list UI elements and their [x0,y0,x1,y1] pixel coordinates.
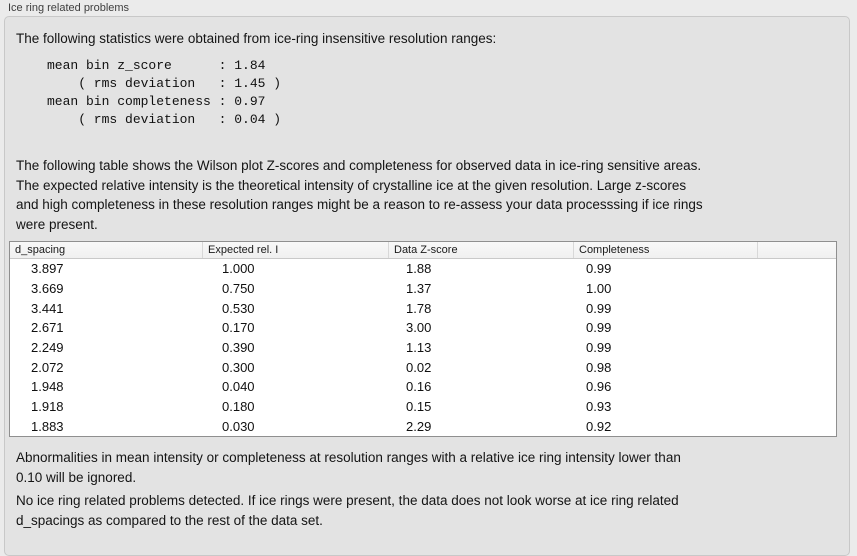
table-cell: 0.16 [406,379,432,395]
table-cell: 0.750 [222,281,255,296]
table-cell: 3.441 [31,300,64,316]
table-row[interactable]: 3.441 0.530 1.78 0.99 [10,298,836,318]
table-row[interactable]: 3.669 0.750 1.37 1.00 [10,279,836,299]
intro-text: The following statistics were obtained f… [16,31,497,46]
conclusion-text: No ice ring related problems detected. I… [16,493,679,528]
table-cell: 0.99 [586,340,612,356]
table-cell: 1.00 [586,281,612,296]
table-header: d_spacing Expected rel. I Data Z-score Comp… [10,242,836,259]
statistics-block: mean bin z_score : 1.84 ( rms deviation … [47,58,282,127]
table-row[interactable]: 1.883 0.030 2.29 0.92 [10,416,836,436]
ignore-note-text: Abnormalities in mean intensity or compl… [16,450,681,485]
table-cell: 1.13 [406,340,432,356]
panel-title: Ice ring related problems [8,2,130,14]
table-cell: 1.88 [406,261,432,277]
ice-ring-table: d_spacing Expected rel. I Data Z-score Comp… [9,241,837,437]
table-cell: 0.99 [586,320,612,336]
table-cell: 0.93 [586,399,612,415]
table-cell: 0.030 [222,418,255,434]
table-cell: 0.170 [222,320,255,336]
table-cell: 3.00 [406,320,432,336]
table-row[interactable]: 1.948 0.040 0.16 0.96 [10,377,836,397]
table-cell: 0.98 [586,359,612,375]
table-cell: 0.96 [586,379,612,395]
table-cell: 0.15 [406,399,432,415]
table-cell: 0.530 [222,300,255,316]
table-header-filler [758,242,836,258]
table-intro-text: The following table shows the Wilson plo… [16,158,703,232]
column-header-d-spacing[interactable]: d_spacing [10,242,203,258]
table-cell: 3.897 [31,261,64,277]
table-cell: 1.948 [31,379,64,395]
column-header-data-z-score[interactable]: Data Z-score [389,242,574,258]
column-header-expected-rel-i[interactable]: Expected rel. I [203,242,389,258]
table-cell: 0.92 [586,418,612,434]
table-row[interactable]: 2.671 0.170 3.00 0.99 [10,318,836,338]
table-row[interactable]: 2.072 0.300 0.02 0.98 [10,357,836,377]
table-cell: 1.883 [31,418,64,434]
table-cell: 0.99 [586,261,612,277]
table-cell: 3.669 [31,281,64,296]
table-cell: 1.000 [222,261,255,277]
table-row[interactable]: 3.897 1.000 1.88 0.99 [10,259,836,279]
column-header-completeness[interactable]: Completeness [574,242,758,258]
table-cell: 1.918 [31,399,64,415]
table-cell: 0.300 [222,359,255,375]
table-cell: 0.040 [222,379,255,395]
table-cell: 2.29 [406,418,432,434]
table-cell: 1.78 [406,300,432,316]
table-body: 3.897 1.000 1.88 0.99 3.669 0.750 1.37 1.00 3.44… [10,259,836,436]
table-row[interactable]: 2.249 0.390 1.13 0.99 [10,338,836,358]
table-cell: 2.671 [31,320,64,336]
table-cell: 2.072 [31,359,64,375]
table-row[interactable]: 1.918 0.180 0.15 0.93 [10,397,836,417]
table-cell: 0.390 [222,340,255,356]
table-cell: 0.02 [406,359,432,375]
table-cell: 1.37 [406,281,432,296]
table-cell: 0.99 [586,300,612,316]
table-cell: 0.180 [222,399,255,415]
table-cell: 2.249 [31,340,64,356]
